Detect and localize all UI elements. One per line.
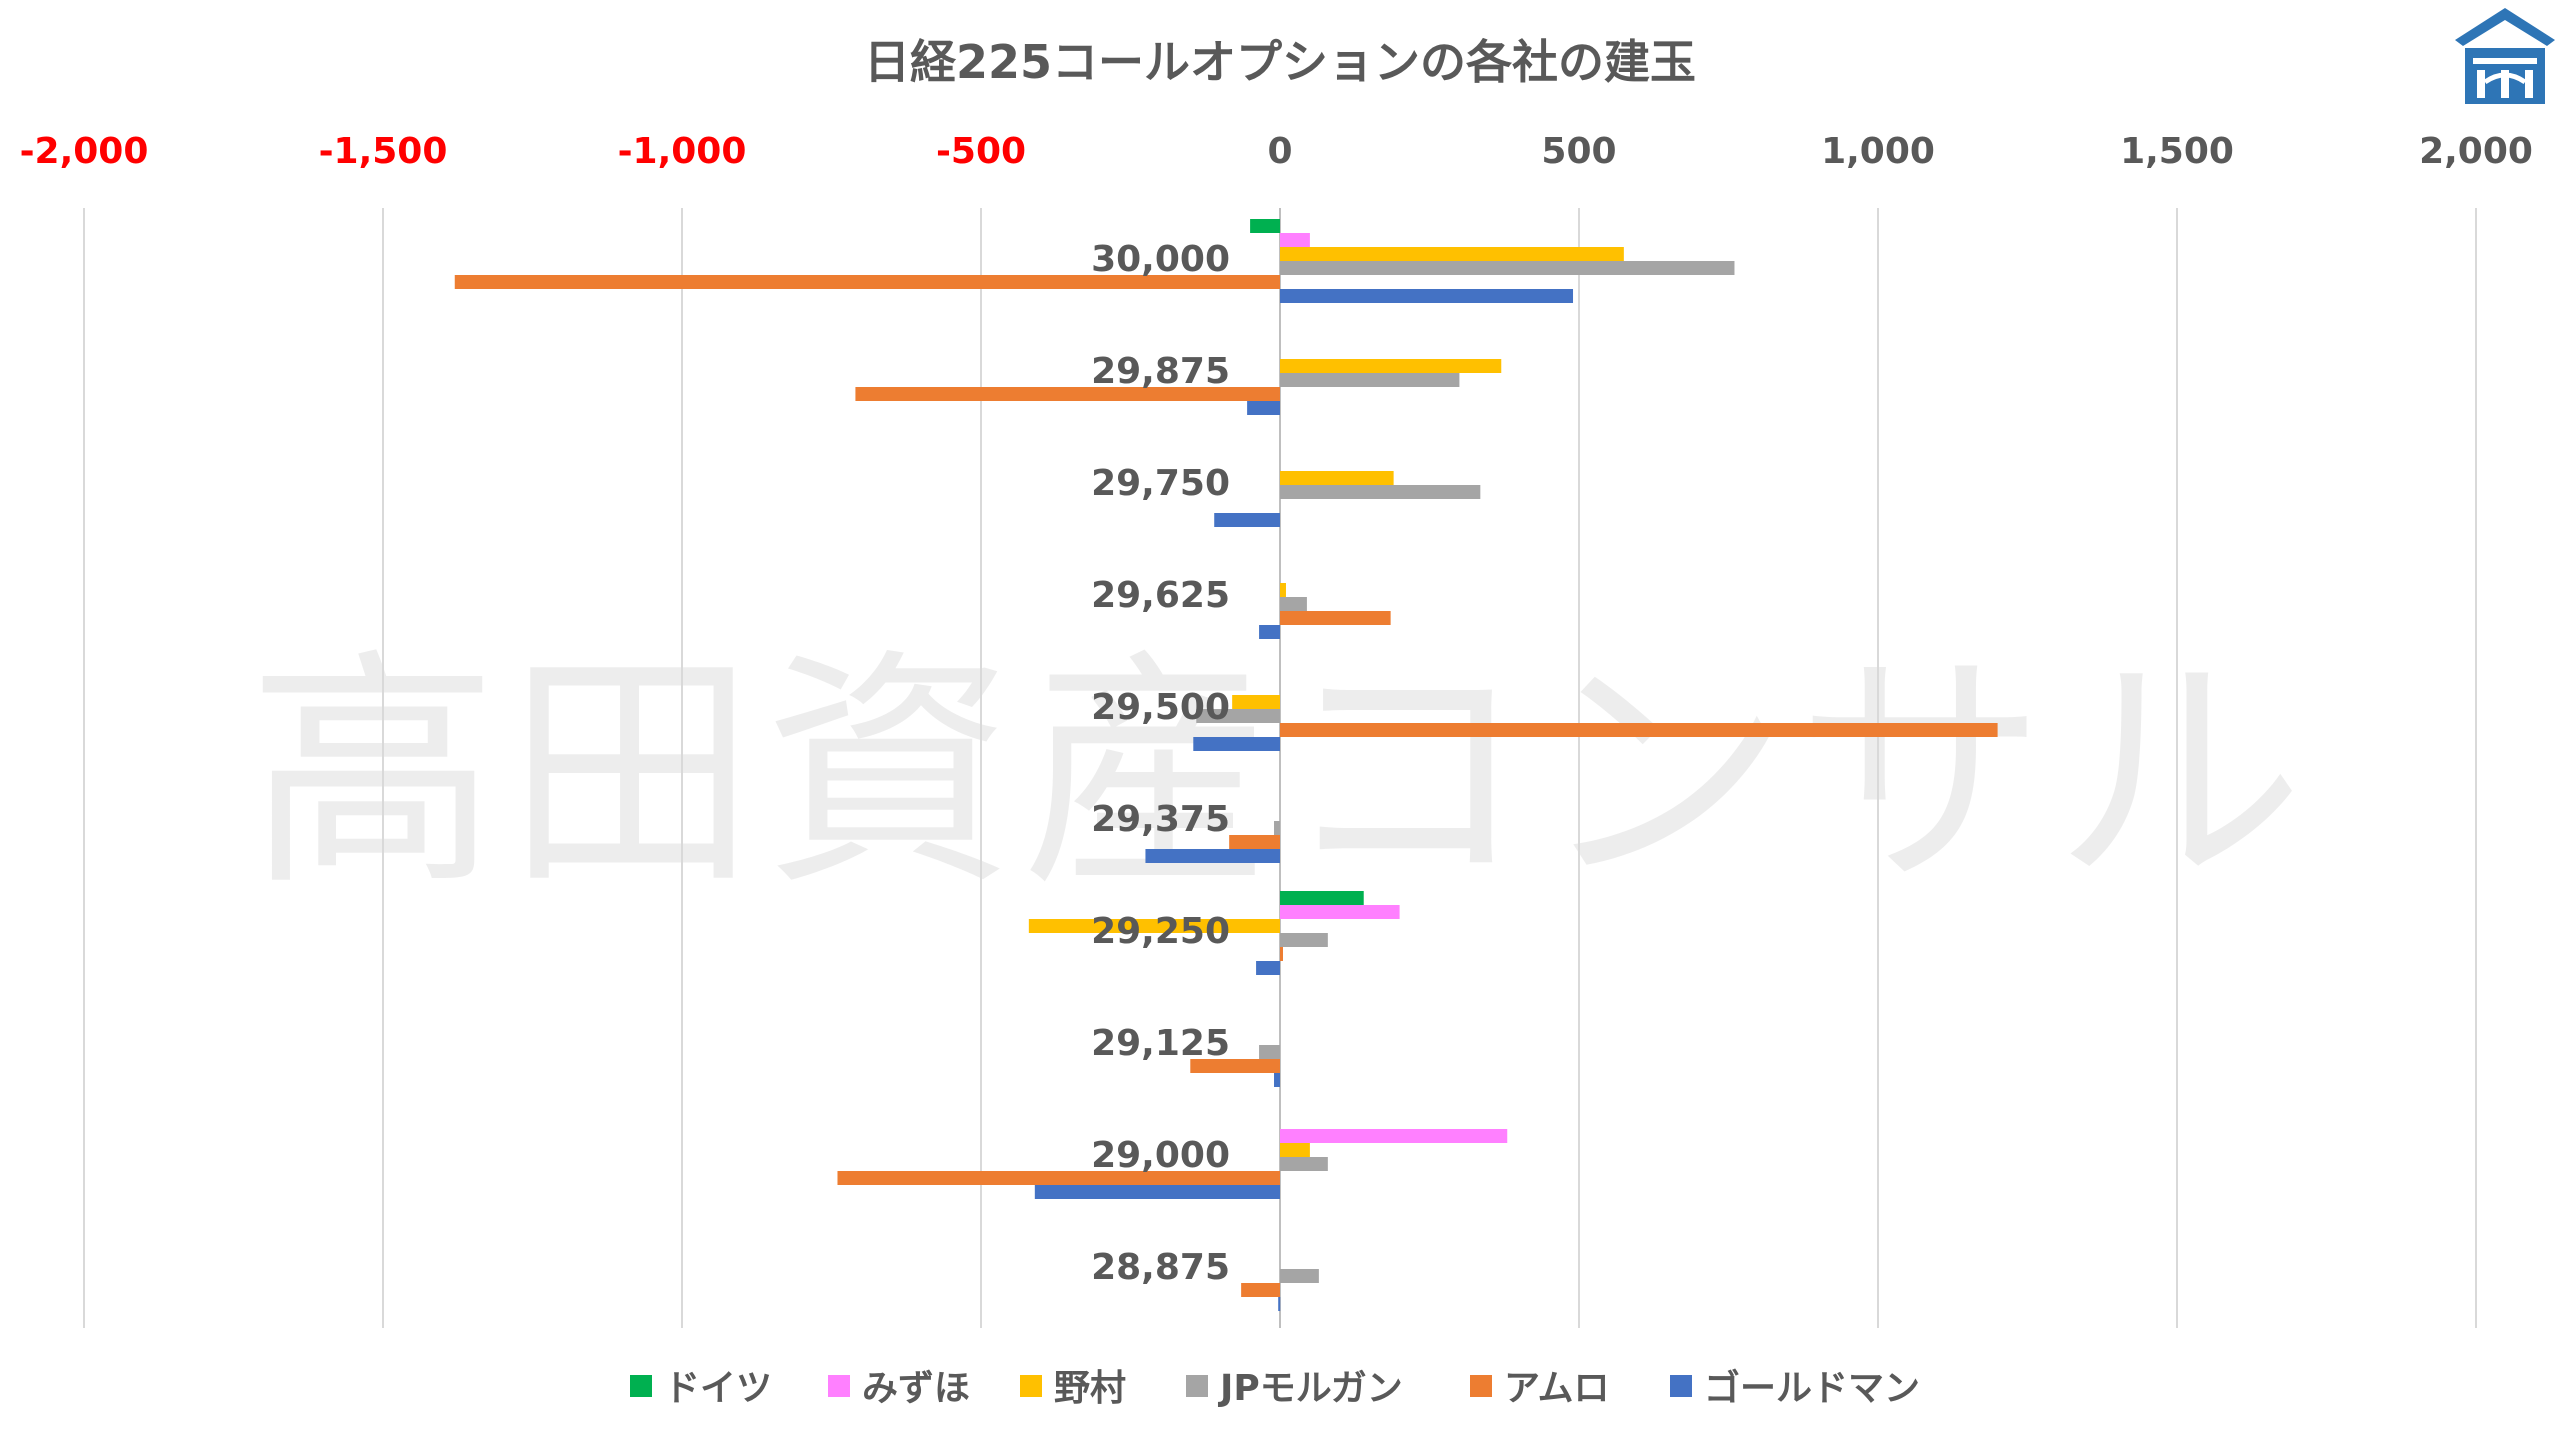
bar: [1241, 1283, 1280, 1297]
bar: [1280, 723, 1998, 737]
legend-label: ドイツ: [664, 1368, 772, 1409]
bar: [1280, 471, 1394, 485]
bar: [1247, 401, 1280, 415]
legend-label: JPモルガン: [1217, 1368, 1403, 1409]
watermark: 高田資産コンサル: [248, 628, 2312, 919]
x-tick-label: -2,000: [20, 131, 149, 172]
y-tick-label: 28,875: [1091, 1247, 1230, 1288]
legend-swatch: [828, 1375, 850, 1397]
legend-swatch: [1186, 1375, 1208, 1397]
y-tick-label: 29,000: [1091, 1135, 1230, 1176]
bar: [1190, 1059, 1280, 1073]
bar: [1280, 1143, 1310, 1157]
bar: [1280, 905, 1400, 919]
bar: [1280, 597, 1307, 611]
bar: [1229, 835, 1280, 849]
legend-label: みずほ: [862, 1368, 970, 1409]
x-tick-label: 1,000: [1821, 131, 1935, 172]
bar: [1280, 611, 1391, 625]
x-tick-label: 0: [1267, 131, 1292, 172]
bar: [1280, 583, 1286, 597]
bar: [1145, 849, 1280, 863]
y-tick-label: 29,750: [1091, 463, 1230, 504]
legend-swatch: [1470, 1375, 1492, 1397]
bar: [1280, 1129, 1508, 1143]
bar: [1280, 947, 1283, 961]
bar: [1278, 1297, 1281, 1311]
bar: [1280, 359, 1502, 373]
bar: [1280, 373, 1460, 387]
bar: [1280, 891, 1364, 905]
bar: [1214, 513, 1280, 527]
bars: [454, 219, 1998, 1311]
bar: [1280, 1269, 1319, 1283]
bar: [1259, 625, 1280, 639]
x-tick-label: -1,500: [319, 131, 448, 172]
bar: [1280, 933, 1328, 947]
bar: [1232, 695, 1280, 709]
house-logo-icon: [2455, 8, 2555, 104]
bar: [1280, 247, 1624, 261]
bar: [1280, 485, 1481, 499]
legend-swatch: [1020, 1375, 1042, 1397]
x-tick-label: 500: [1541, 131, 1616, 172]
bar: [1280, 261, 1735, 275]
y-tick-label: 29,625: [1091, 575, 1230, 616]
bar: [1280, 289, 1574, 303]
chart-title: 日経225コールオプションの各社の建玉: [864, 35, 1696, 89]
bar: [855, 387, 1280, 401]
bar: [1280, 1157, 1328, 1171]
y-tick-label: 29,875: [1091, 351, 1230, 392]
legend: ドイツ みずほ 野村 JPモルガン アムロ ゴールドマン: [630, 1367, 1920, 1409]
bar: [1193, 737, 1280, 751]
y-tick-label: 29,125: [1091, 1023, 1230, 1064]
bar: [454, 275, 1280, 289]
bar: [1034, 1185, 1280, 1199]
x-tick-labels: -2,000 -1,500 -1,000 -500 0 500 1,000 1,500 2,00…: [20, 131, 2533, 172]
bar: [1256, 961, 1280, 975]
x-tick-label: 2,000: [2419, 131, 2533, 172]
bar: [1196, 709, 1280, 723]
y-tick-label: 29,500: [1091, 687, 1230, 728]
legend-label: 野村: [1054, 1368, 1126, 1409]
bar: [1250, 219, 1280, 233]
bar: [1280, 233, 1310, 247]
y-tick-label: 30,000: [1091, 239, 1230, 280]
y-tick-label: 29,375: [1091, 799, 1230, 840]
bar: [1274, 821, 1280, 835]
x-tick-label: -500: [936, 131, 1026, 172]
legend-swatch: [1670, 1375, 1692, 1397]
bar: [1259, 1045, 1280, 1059]
bar: [837, 1171, 1280, 1185]
y-tick-labels: 30,000 29,875 29,750 29,625 29,500 29,375 29,2…: [1091, 239, 1230, 1288]
x-tick-label: 1,500: [2120, 131, 2234, 172]
legend-swatch: [630, 1375, 652, 1397]
legend-label: ゴールドマン: [1704, 1367, 1920, 1409]
bar: [1028, 919, 1280, 933]
legend-label: アムロ: [1504, 1368, 1609, 1409]
y-tick-label: 29,250: [1091, 911, 1230, 952]
x-tick-label: -1,000: [618, 131, 747, 172]
bar: [1274, 1073, 1280, 1087]
